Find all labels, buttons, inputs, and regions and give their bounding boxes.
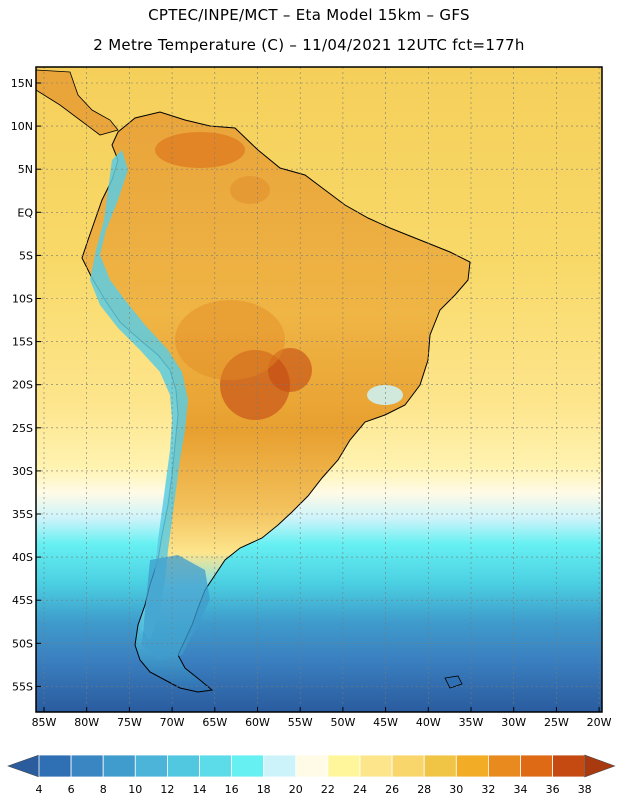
colorbar-segment: [70, 754, 104, 778]
graticule: [36, 67, 602, 712]
colorbar-label: 10: [128, 783, 142, 796]
lon-label: 75W: [117, 716, 142, 729]
lat-label: 55S: [12, 680, 33, 693]
colorbar-segment: [327, 754, 361, 778]
colorbar-segment: [391, 754, 425, 778]
colorbar-segment: [134, 754, 168, 778]
lon-label: 50W: [330, 716, 355, 729]
colorbar-high-arrow: [584, 754, 616, 778]
lon-label: 30W: [501, 716, 526, 729]
lon-label: 45W: [373, 716, 398, 729]
colorbar-label: 22: [321, 783, 335, 796]
colorbar-segment: [166, 754, 200, 778]
longitude-labels: 85W 80W 75W 70W 65W 60W 55W 50W 45W 40W 35W 30W 25W 2…: [32, 707, 612, 729]
lat-label: 10S: [12, 293, 33, 306]
colorbar-low-arrow: [7, 754, 40, 778]
lat-label: 15N: [11, 77, 33, 90]
lat-label: 30S: [12, 465, 33, 478]
colorbar-label: 4: [36, 783, 43, 796]
guiana-warm-zone: [230, 176, 270, 204]
colorbar-label: 6: [68, 783, 75, 796]
colorbar-label: 20: [289, 783, 303, 796]
colorbar-segment: [102, 754, 136, 778]
lat-label: 20S: [12, 379, 33, 392]
lat-label: 45S: [12, 594, 33, 607]
lat-label: 35S: [12, 508, 33, 521]
colorbar-segment: [359, 754, 393, 778]
lat-label: 40S: [12, 551, 33, 564]
lon-label: 55W: [288, 716, 313, 729]
lat-label: 5S: [19, 249, 33, 262]
colorbar-label: 38: [578, 783, 592, 796]
lon-label: 65W: [202, 716, 227, 729]
central-america-landmass: [36, 69, 119, 136]
colorbar-label: 12: [160, 783, 174, 796]
colorbar-segment: [263, 754, 297, 778]
colorbar-label: 34: [514, 783, 528, 796]
colorbar: [7, 754, 616, 778]
lon-label: 70W: [160, 716, 185, 729]
colorbar-label: 32: [481, 783, 495, 796]
map-frame: [35, 66, 603, 713]
lat-label: 10N: [11, 120, 33, 133]
colorbar-label: 24: [353, 783, 367, 796]
lat-label: 25S: [12, 422, 33, 435]
colorbar-label: 36: [546, 783, 560, 796]
colorbar-label: 28: [417, 783, 431, 796]
lon-label: 20W: [587, 716, 612, 729]
colorbar-label: 26: [385, 783, 399, 796]
colorbar-segment: [487, 754, 521, 778]
lon-label: 40W: [416, 716, 441, 729]
colorbar-label: 14: [193, 783, 207, 796]
colorbar-segment: [38, 754, 72, 778]
lat-label: EQ: [17, 206, 33, 219]
colorbar-labels: 4 6 8 10 12 14 16 18 20 22 24 26 28 30 32 34 36 38: [36, 783, 592, 796]
falkland-islands: [444, 675, 463, 689]
map-title-line-1: CPTEC/INPE/MCT – Eta Model 15km – GFS: [148, 6, 470, 24]
patagonia-cold-zone: [142, 555, 210, 660]
lon-label: 85W: [32, 716, 57, 729]
colorbar-label: 30: [449, 783, 463, 796]
lon-label: 35W: [459, 716, 484, 729]
colorbar-segment: [423, 754, 457, 778]
lon-label: 60W: [245, 716, 270, 729]
lat-label: 50S: [12, 637, 33, 650]
colorbar-segment: [231, 754, 265, 778]
colorbar-segment: [455, 754, 489, 778]
bolivia-warm-zone: [175, 300, 285, 380]
colorbar-label: 18: [257, 783, 271, 796]
colorbar-segment: [520, 754, 553, 778]
colorbar-label: 16: [225, 783, 239, 796]
colorbar-segment: [199, 754, 232, 778]
lon-label: 80W: [74, 716, 99, 729]
lat-label: 5N: [18, 163, 33, 176]
map-title-line-2: 2 Metre Temperature (C) – 11/04/2021 12U…: [93, 36, 525, 54]
lon-label: 25W: [544, 716, 569, 729]
lat-label: 15S: [12, 336, 33, 349]
mato-grosso-hot-zone: [268, 348, 312, 392]
latitude-labels: 15N 10N 5N EQ 5S 10S 15S 20S 25S 30S 35S 40S 45S 50S 5…: [11, 77, 41, 693]
colorbar-segment: [552, 754, 586, 778]
coastal-cool-patch: [367, 385, 403, 405]
colorbar-segment: [295, 754, 329, 778]
venezuela-hot-zone: [155, 132, 245, 168]
andes-cold-band: [90, 150, 188, 640]
colorbar-label: 8: [100, 783, 107, 796]
